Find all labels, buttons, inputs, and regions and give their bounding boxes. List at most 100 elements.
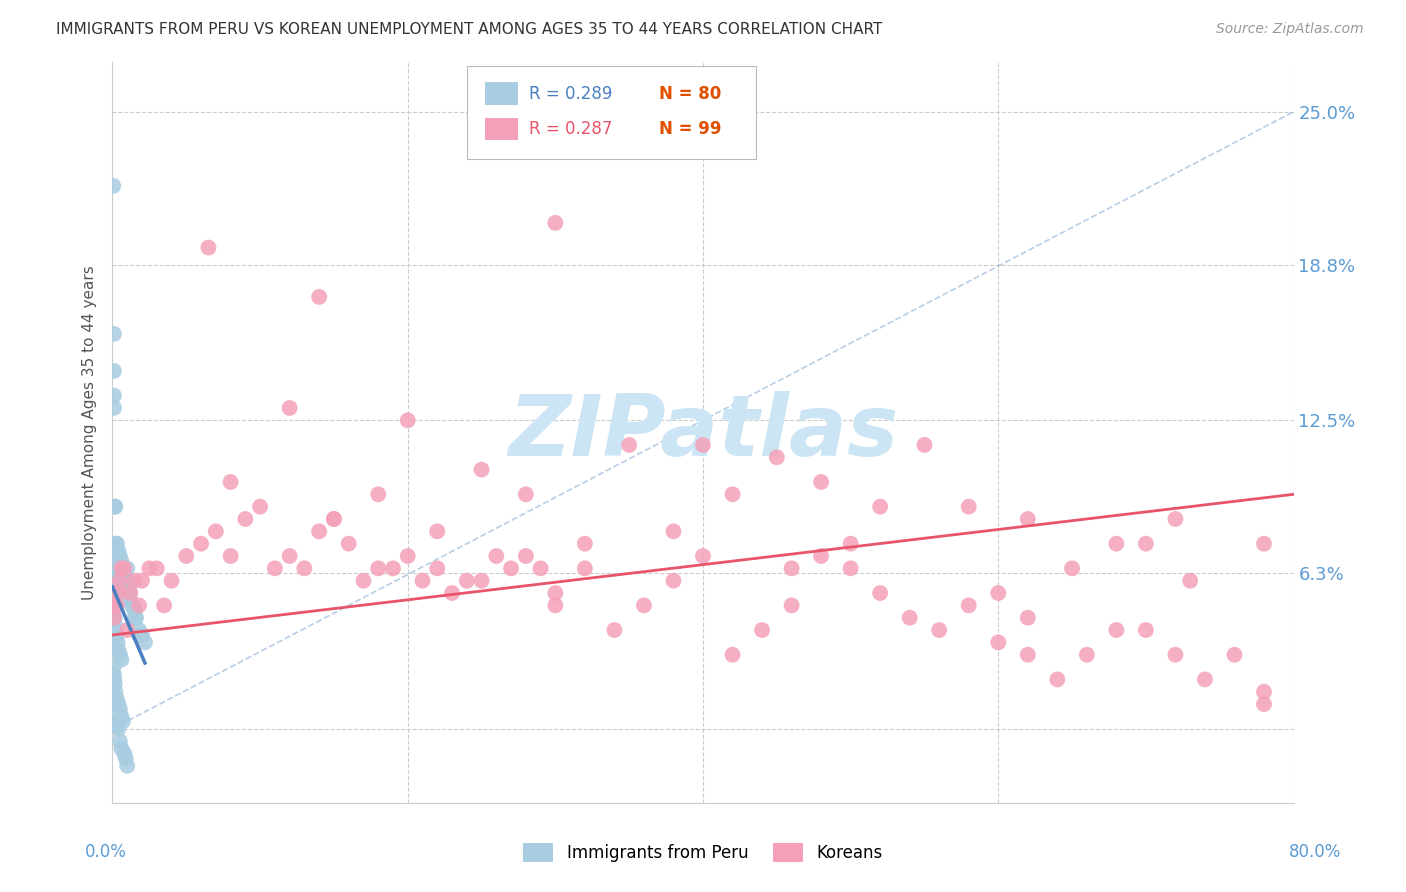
Text: R = 0.289: R = 0.289 — [530, 85, 613, 103]
Point — [107, 635, 129, 649]
Point — [914, 438, 936, 452]
Y-axis label: Unemployment Among Ages 35 to 44 years: Unemployment Among Ages 35 to 44 years — [82, 265, 97, 600]
Point — [104, 716, 127, 731]
Point — [104, 561, 127, 575]
Point — [544, 599, 567, 613]
Point — [721, 487, 744, 501]
Point — [1164, 648, 1187, 662]
Point — [103, 326, 125, 341]
Legend: Immigrants from Peru, Koreans: Immigrants from Peru, Koreans — [516, 836, 890, 869]
Text: N = 80: N = 80 — [659, 85, 721, 103]
Point — [117, 758, 138, 772]
Point — [112, 568, 135, 582]
Point — [103, 714, 125, 729]
Text: IMMIGRANTS FROM PERU VS KOREAN UNEMPLOYMENT AMONG AGES 35 TO 44 YEARS CORRELATIO: IMMIGRANTS FROM PERU VS KOREAN UNEMPLOYM… — [56, 22, 883, 37]
Point — [470, 574, 494, 588]
Point — [278, 549, 301, 563]
Point — [1253, 536, 1275, 550]
Point — [692, 438, 714, 452]
Point — [103, 611, 125, 625]
Point — [515, 487, 537, 501]
Point — [619, 438, 641, 452]
Point — [107, 544, 129, 558]
Point — [928, 623, 950, 637]
Point — [103, 178, 125, 193]
Point — [1135, 536, 1157, 550]
Point — [1046, 673, 1069, 687]
Point — [219, 475, 242, 489]
Point — [1223, 648, 1246, 662]
Point — [112, 574, 135, 588]
Point — [103, 586, 125, 600]
Point — [110, 653, 132, 667]
Point — [153, 599, 176, 613]
Point — [190, 536, 212, 550]
Text: 0.0%: 0.0% — [84, 843, 127, 861]
Text: R = 0.287: R = 0.287 — [530, 120, 613, 138]
Point — [957, 500, 980, 514]
Point — [103, 611, 125, 625]
Point — [124, 611, 146, 625]
Point — [1135, 623, 1157, 637]
Point — [426, 561, 449, 575]
Point — [205, 524, 228, 539]
Point — [1076, 648, 1098, 662]
Point — [117, 579, 138, 593]
Point — [134, 635, 156, 649]
Point — [110, 574, 132, 588]
Point — [292, 561, 315, 575]
Point — [485, 549, 508, 563]
Point — [574, 536, 596, 550]
Point — [1017, 611, 1039, 625]
Point — [118, 574, 141, 588]
Point — [105, 554, 128, 568]
Point — [114, 579, 136, 593]
Point — [1253, 697, 1275, 711]
Point — [105, 628, 128, 642]
Point — [120, 593, 142, 607]
Point — [131, 574, 153, 588]
Point — [128, 623, 150, 637]
FancyBboxPatch shape — [467, 66, 756, 159]
Point — [108, 648, 131, 662]
Point — [108, 702, 131, 716]
Point — [633, 599, 655, 613]
Point — [574, 561, 596, 575]
Point — [105, 586, 128, 600]
Point — [120, 586, 142, 600]
Point — [108, 574, 131, 588]
Bar — [485, 118, 517, 140]
Point — [104, 599, 127, 613]
Point — [1105, 536, 1128, 550]
Point — [107, 722, 129, 736]
Point — [1062, 561, 1084, 575]
Point — [112, 561, 135, 575]
Point — [197, 240, 219, 255]
Point — [987, 586, 1010, 600]
Point — [839, 536, 862, 550]
Point — [352, 574, 374, 588]
Point — [780, 561, 803, 575]
Point — [1194, 673, 1216, 687]
Point — [898, 611, 921, 625]
Bar — [485, 82, 517, 104]
Point — [107, 561, 129, 575]
Point — [1105, 623, 1128, 637]
Point — [103, 599, 125, 613]
Point — [104, 716, 127, 731]
Point — [121, 599, 143, 613]
Text: Source: ZipAtlas.com: Source: ZipAtlas.com — [1216, 22, 1364, 37]
Point — [104, 549, 127, 563]
Point — [780, 599, 803, 613]
Point — [470, 462, 494, 476]
Point — [114, 751, 136, 765]
Point — [396, 413, 419, 427]
Point — [249, 500, 271, 514]
Point — [112, 747, 135, 761]
Point — [105, 623, 128, 637]
Point — [766, 450, 789, 465]
Point — [105, 536, 128, 550]
Point — [104, 536, 127, 550]
Point — [107, 642, 129, 657]
Point — [323, 512, 346, 526]
